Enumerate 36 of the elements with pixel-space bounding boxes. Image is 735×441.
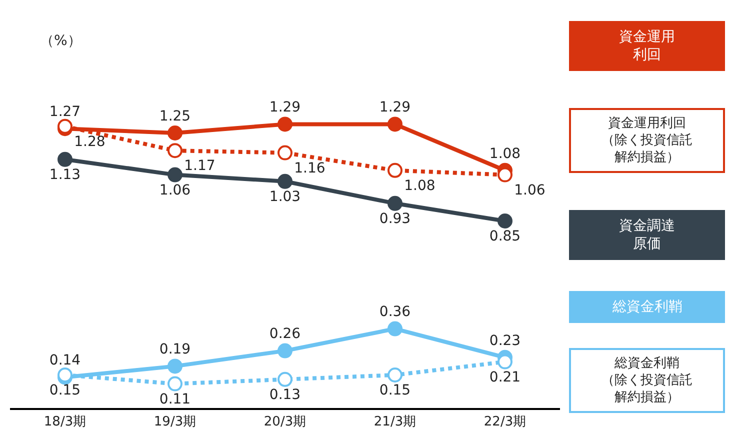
x-tick-label: 19/3期 <box>154 414 196 430</box>
text: 総資金利鞘（除く投資信託解約損益） <box>602 356 692 405</box>
x-tick-label: 22/3期 <box>484 414 526 430</box>
data-label: 1.08 <box>404 178 436 194</box>
y-axis-title: （%） <box>40 33 82 49</box>
data-label: 1.03 <box>269 189 301 206</box>
data-label: 0.21 <box>489 369 521 386</box>
data-label: 1.06 <box>514 182 546 198</box>
data-label: 1.13 <box>49 167 81 184</box>
x-tick-label: 21/3期 <box>374 414 416 430</box>
data-label: 0.11 <box>159 391 191 408</box>
data-label: 1.17 <box>184 158 216 174</box>
data-label: 0.85 <box>489 228 521 245</box>
data-label: 1.06 <box>159 182 191 198</box>
data-label: 0.36 <box>379 304 411 320</box>
text: 資金運用利回 <box>619 29 675 64</box>
data-label: 0.23 <box>489 332 521 349</box>
data-label: 0.26 <box>269 326 301 342</box>
data-label: 1.16 <box>294 160 326 176</box>
data-label: 0.15 <box>379 382 411 399</box>
data-label: 0.19 <box>159 342 191 358</box>
data-label: 0.14 <box>49 352 81 369</box>
data-label: 0.13 <box>269 387 301 404</box>
data-label: 1.08 <box>489 146 521 162</box>
data-label: 0.93 <box>379 211 411 228</box>
data-label: 1.28 <box>74 134 106 150</box>
x-tick-label: 20/3期 <box>264 414 306 430</box>
data-label: 1.29 <box>379 100 411 116</box>
data-label: 1.29 <box>269 100 301 116</box>
data-label: 1.27 <box>49 104 81 120</box>
x-tick-label: 18/3期 <box>44 414 86 430</box>
data-label: 0.15 <box>49 382 81 399</box>
data-label: 1.25 <box>159 108 191 124</box>
text: 資金調達原価 <box>619 218 675 252</box>
text: 総資金利鞘 <box>612 299 682 315</box>
text: 資金運用利回（除く投資信託解約損益） <box>602 116 692 165</box>
